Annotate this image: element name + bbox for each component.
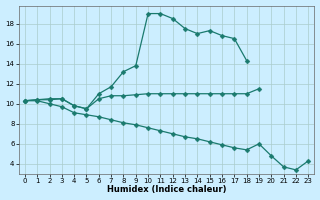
X-axis label: Humidex (Indice chaleur): Humidex (Indice chaleur) — [107, 185, 226, 194]
